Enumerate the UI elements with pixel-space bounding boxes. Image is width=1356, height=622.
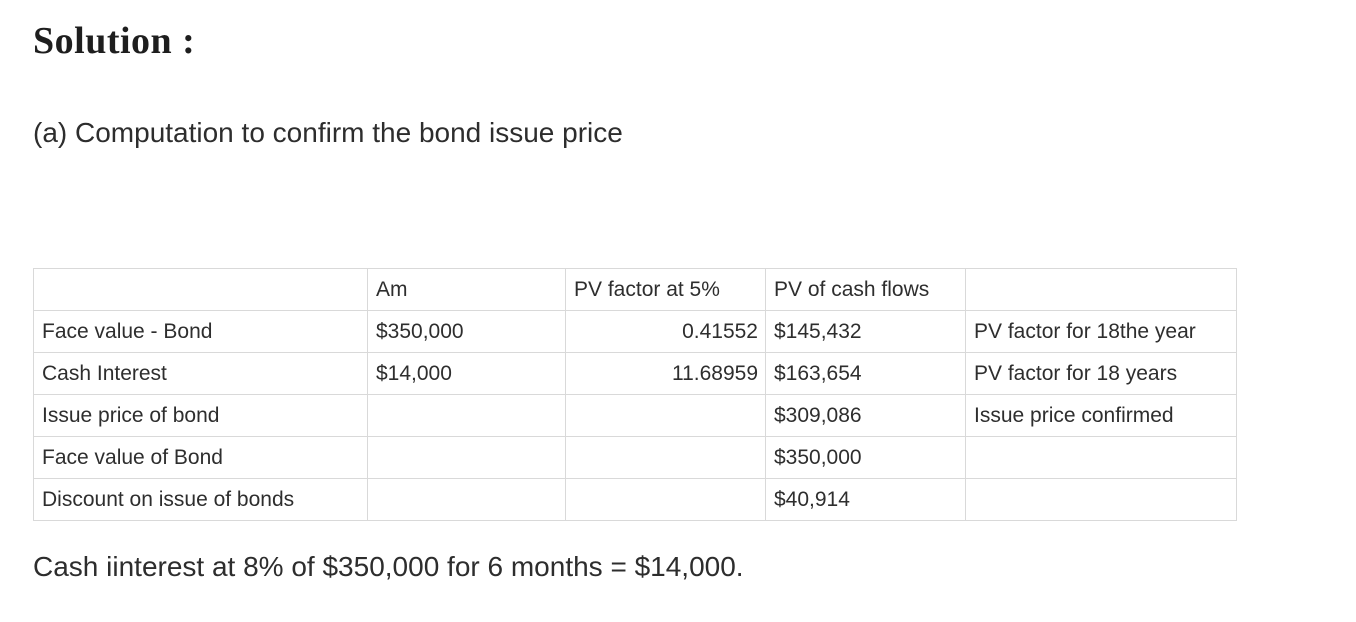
amount-cell: $14,000 (367, 352, 566, 395)
column-header-note (965, 268, 1237, 311)
pv-of-cash-flows-cell: $163,654 (765, 352, 966, 395)
pv-of-cash-flows-cell: $40,914 (765, 478, 966, 521)
pv-of-cash-flows-cell: $350,000 (765, 436, 966, 479)
amount-cell (367, 394, 566, 437)
column-header-am: Am (367, 268, 566, 311)
page-title: Solution : (33, 20, 196, 62)
pv-factor-cell: 11.68959 (565, 352, 766, 395)
column-header-row-label (33, 268, 368, 311)
row-label-cell: Face value - Bond (33, 310, 368, 353)
table-row: Cash Interest $14,000 11.68959 $163,654 … (33, 352, 1237, 395)
column-header-pv-factor: PV factor at 5% (565, 268, 766, 311)
amount-cell: $350,000 (367, 310, 566, 353)
row-label-cell: Cash Interest (33, 352, 368, 395)
note-cell: PV factor for 18 years (965, 352, 1237, 395)
section-heading: (a) Computation to confirm the bond issu… (33, 117, 623, 148)
pv-of-cash-flows-cell: $145,432 (765, 310, 966, 353)
note-cell: Issue price confirmed (965, 394, 1237, 437)
amount-cell (367, 478, 566, 521)
pv-factor-cell (565, 436, 766, 479)
table-row: Face value - Bond $350,000 0.41552 $145,… (33, 310, 1237, 353)
footnote: Cash iinterest at 8% of $350,000 for 6 m… (33, 551, 744, 582)
bond-computation-table: Am PV factor at 5% PV of cash flows Face… (33, 268, 1237, 521)
table-header-row: Am PV factor at 5% PV of cash flows (33, 268, 1237, 311)
pv-factor-cell: 0.41552 (565, 310, 766, 353)
pv-factor-cell (565, 394, 766, 437)
table-row: Face value of Bond $350,000 (33, 436, 1237, 479)
table-row: Issue price of bond $309,086 Issue price… (33, 394, 1237, 437)
amount-cell (367, 436, 566, 479)
pv-factor-cell (565, 478, 766, 521)
note-cell (965, 436, 1237, 479)
row-label-cell: Face value of Bond (33, 436, 368, 479)
table-row: Discount on issue of bonds $40,914 (33, 478, 1237, 521)
row-label-cell: Discount on issue of bonds (33, 478, 368, 521)
note-cell: PV factor for 18the year (965, 310, 1237, 353)
pv-of-cash-flows-cell: $309,086 (765, 394, 966, 437)
table-body: Face value - Bond $350,000 0.41552 $145,… (33, 310, 1237, 521)
row-label-cell: Issue price of bond (33, 394, 368, 437)
note-cell (965, 478, 1237, 521)
column-header-pv-cash-flows: PV of cash flows (765, 268, 966, 311)
